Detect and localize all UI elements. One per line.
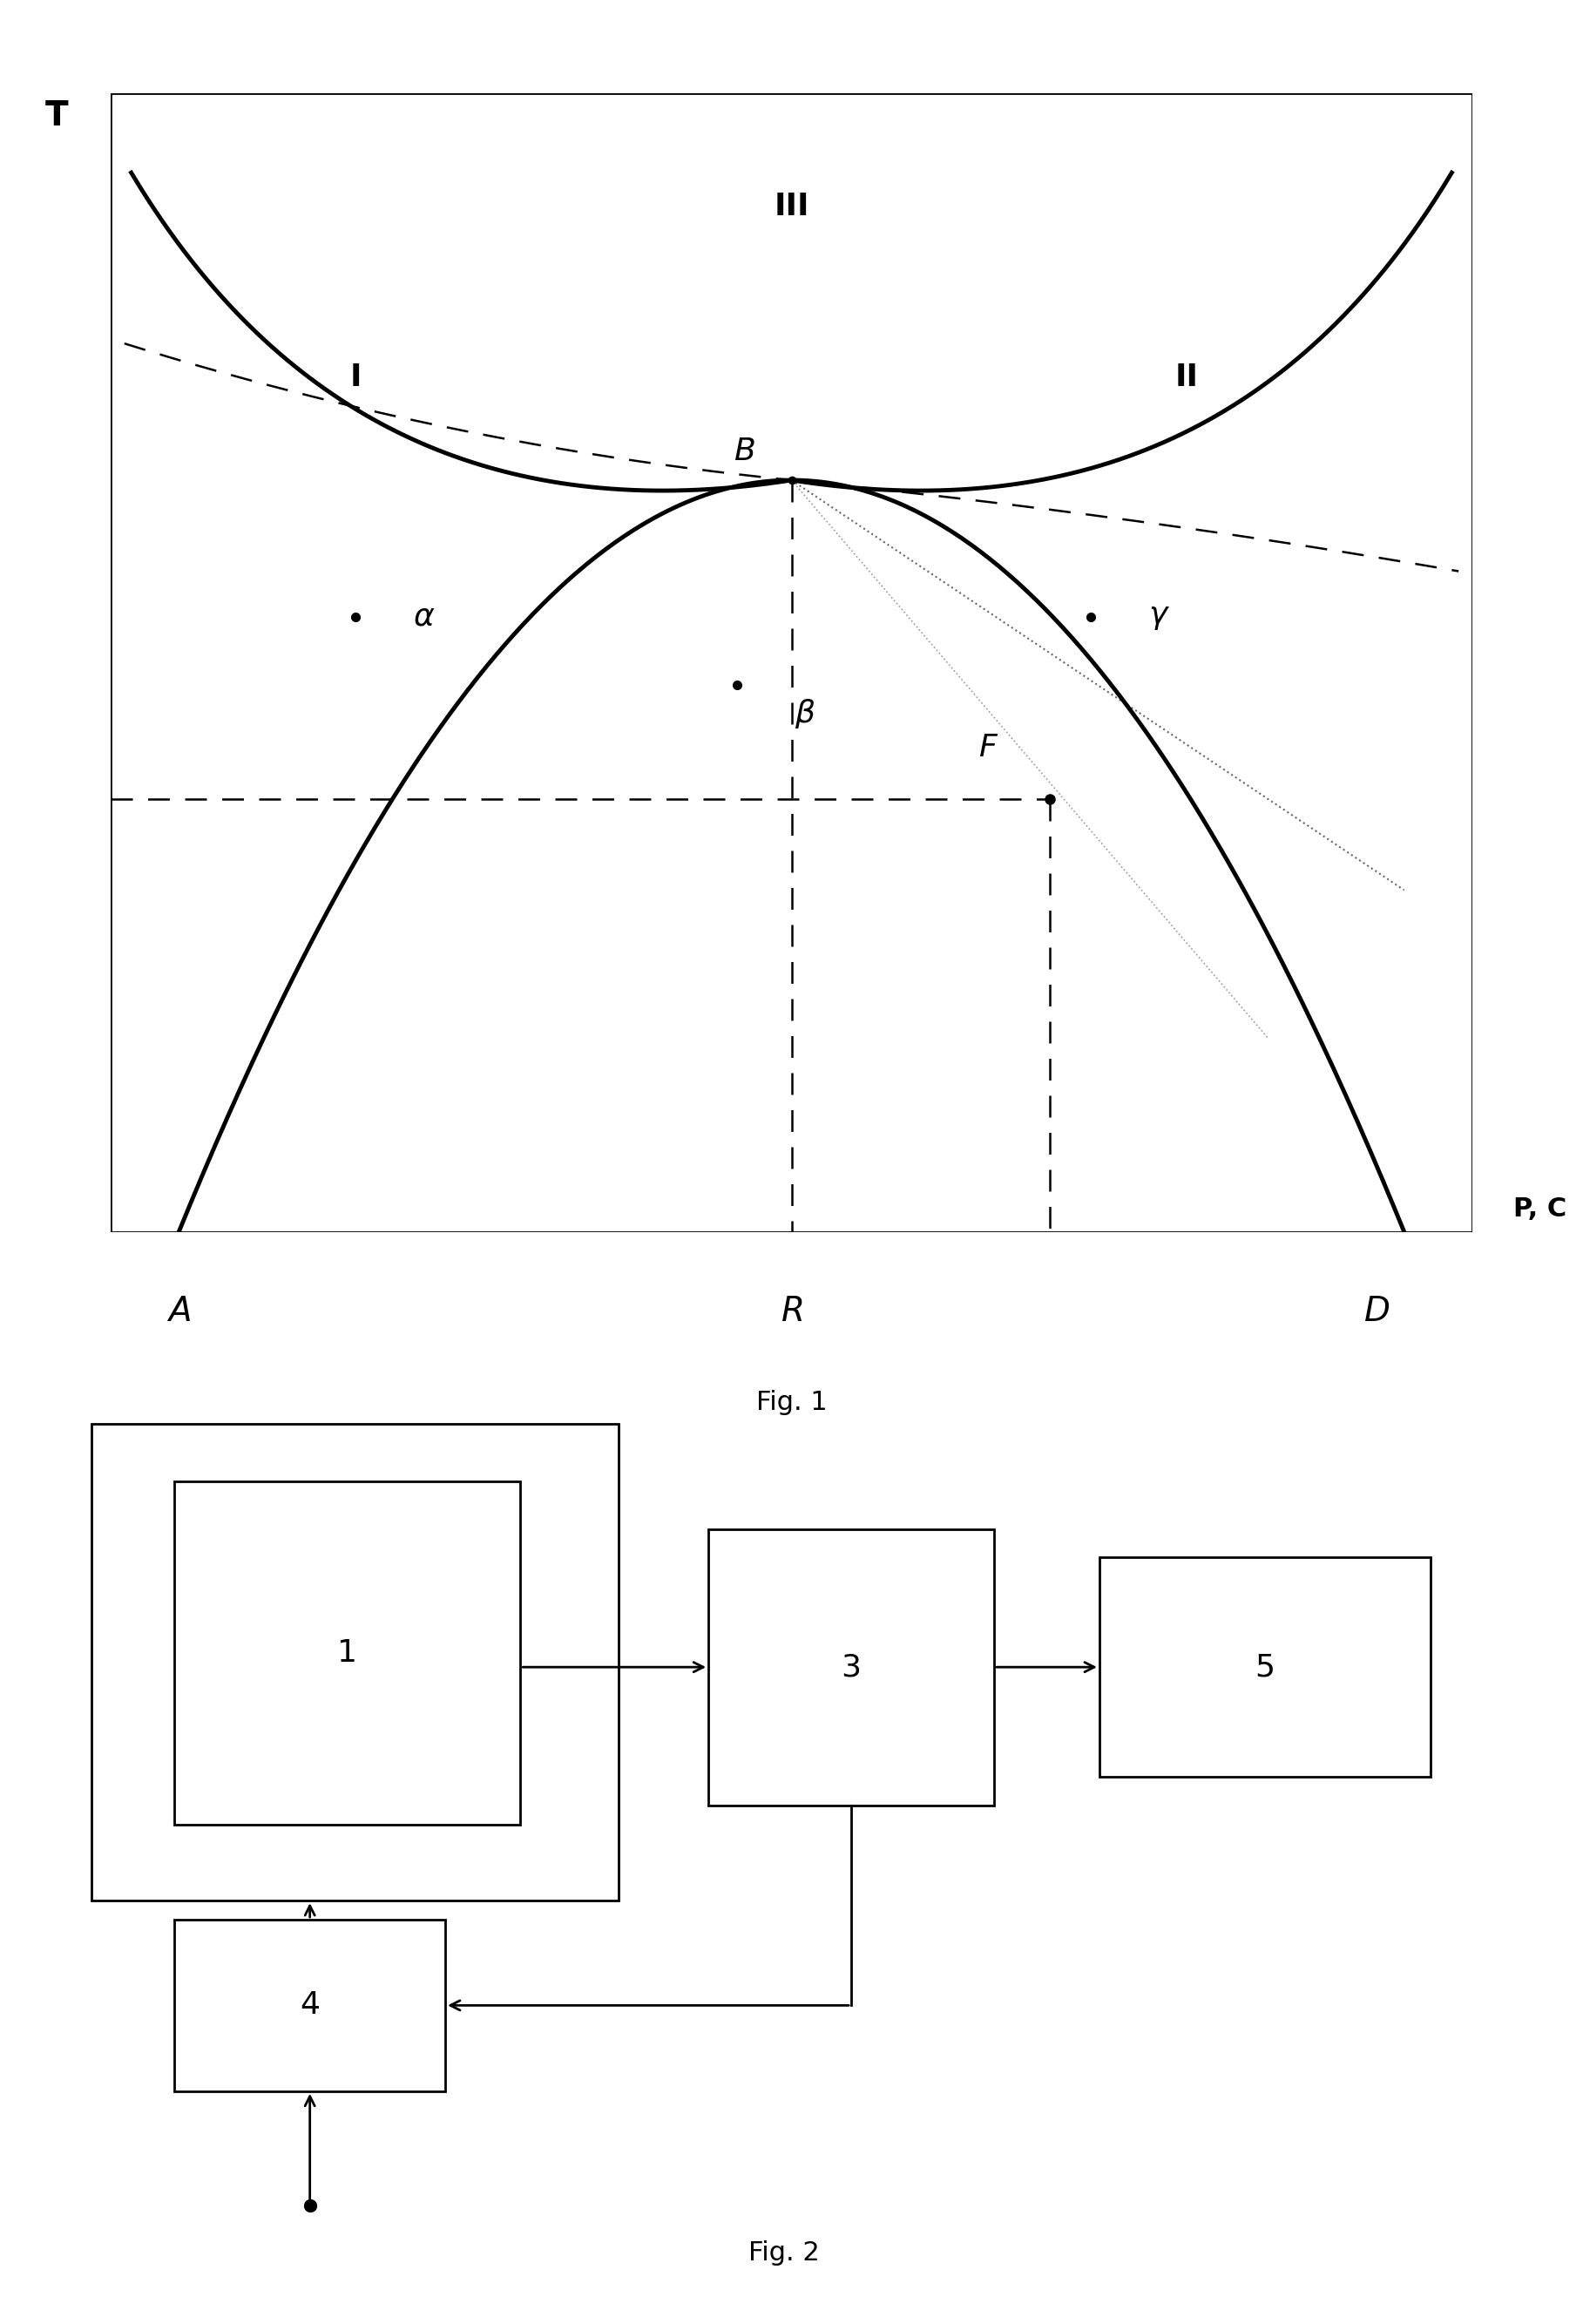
Text: I: I [350, 363, 363, 393]
Text: 1: 1 [337, 1638, 358, 1669]
Bar [174, 1480, 521, 1824]
Text: Fig. 1: Fig. 1 [757, 1390, 826, 1415]
Bar [92, 1425, 619, 1901]
Text: $\alpha$: $\alpha$ [413, 602, 435, 632]
Text: $\mathit{D}$: $\mathit{D}$ [1365, 1294, 1390, 1327]
Text: $\mathbf{\mathit{B}}$: $\mathbf{\mathit{B}}$ [733, 437, 755, 467]
Bar [174, 1920, 445, 2092]
Text: II: II [1175, 363, 1198, 393]
Text: 4: 4 [299, 1992, 320, 2020]
Bar [1099, 1557, 1431, 1778]
Text: T: T [44, 100, 68, 132]
Text: III: III [774, 193, 809, 221]
Text: 5: 5 [1255, 1652, 1274, 1683]
Text: Fig. 2: Fig. 2 [749, 2240, 818, 2266]
Text: $\mathit{A}$: $\mathit{A}$ [166, 1294, 192, 1327]
Text: $\mathbf{\mathit{F}}$: $\mathbf{\mathit{F}}$ [978, 732, 999, 762]
Text: 3: 3 [841, 1652, 861, 1683]
Bar [709, 1529, 994, 1806]
Text: $\mathit{R}$: $\mathit{R}$ [780, 1294, 803, 1327]
Text: $\beta$: $\beta$ [795, 697, 815, 730]
Text: P, C: P, C [1513, 1197, 1567, 1222]
Text: $\gamma$: $\gamma$ [1148, 602, 1170, 632]
